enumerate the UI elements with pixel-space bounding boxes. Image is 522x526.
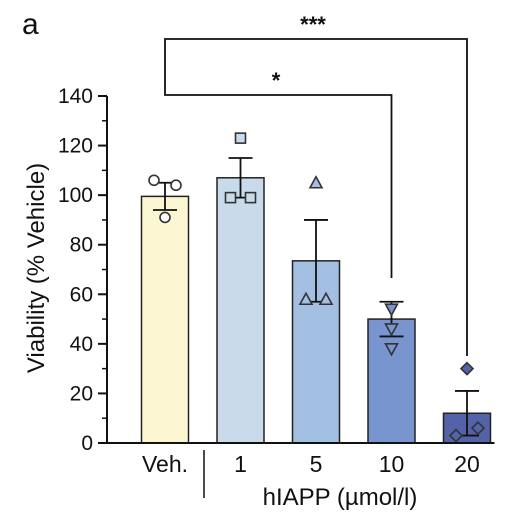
x-tick-label: 20: [454, 451, 480, 477]
bar-2: [216, 177, 265, 444]
data-point: [384, 303, 399, 317]
y-tick-label: 20: [70, 382, 93, 405]
data-point: [384, 323, 399, 337]
significance-bracket: [164, 76, 393, 278]
data-point: [170, 179, 182, 192]
data-point: [298, 291, 314, 306]
bar-4: [367, 318, 416, 444]
data-point: [244, 191, 257, 204]
data-point: [470, 420, 486, 436]
data-point: [224, 191, 237, 204]
significance-label: *: [272, 68, 281, 93]
x-tick-label: 10: [379, 451, 405, 477]
y-tick-label: 140: [58, 85, 93, 108]
y-tick-label: 80: [70, 234, 93, 257]
data-point: [234, 132, 247, 144]
data-point: [448, 428, 464, 443]
y-tick-label: 40: [70, 333, 93, 356]
panel-label: a: [22, 8, 39, 41]
data-point: [318, 291, 334, 306]
data-point: [148, 174, 160, 187]
significance-bracket: [164, 38, 468, 356]
y-tick-label: 120: [58, 135, 93, 158]
x-tick-label: Veh.: [142, 451, 188, 477]
y-tick-label: 100: [58, 184, 93, 207]
data-point: [384, 343, 399, 357]
data-point: [308, 175, 324, 189]
y-tick-label: 0: [81, 432, 93, 455]
significance-label: ***: [300, 12, 326, 37]
x-axis-label: hIAPP (µmol/l): [263, 484, 418, 511]
y-axis-label: Viability (% Vehicle): [23, 163, 50, 373]
x-tick-label: 1: [234, 451, 247, 477]
data-point: [159, 211, 171, 224]
bar-1: [140, 195, 190, 444]
data-point: [459, 361, 475, 376]
y-tick-label: 60: [70, 283, 93, 306]
x-tick-label: 5: [310, 451, 323, 477]
